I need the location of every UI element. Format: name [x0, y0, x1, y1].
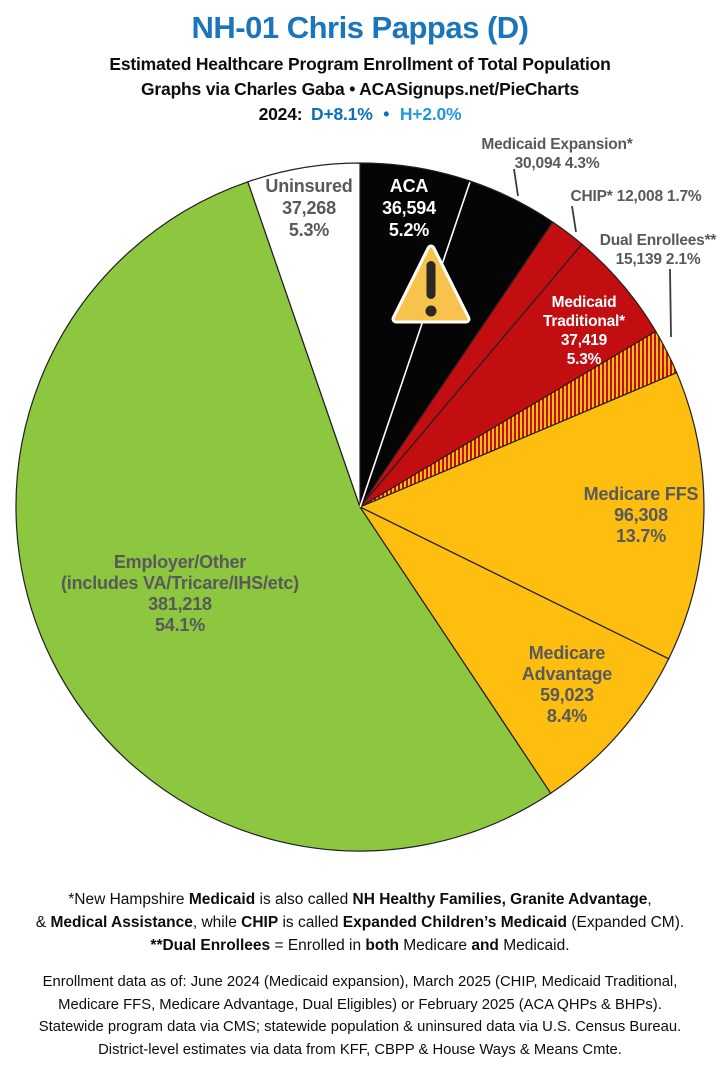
footnote-line: **Dual Enrollees = Enrolled in both Medi… [150, 937, 570, 954]
page-title: NH-01 Chris Pappas (D) [191, 10, 529, 45]
leader-line-chip [571, 205, 577, 233]
slice-label-employer-other: Employer/Other (includes VA/Tricare/IHS/e… [61, 552, 299, 635]
footnote-line: District-level estimates via data from K… [98, 1041, 622, 1058]
slice-label-medicare-ffs: Medicare FFS 96,308 13.7% [584, 484, 699, 546]
year-label: 2024: [258, 104, 303, 124]
slice-label-medicaid-expansion: Medicaid Expansion* 30,094 4.3% [481, 136, 633, 172]
slice-divider-white [359, 181, 471, 508]
slice-label-aca: ACA 36,594 5.2% [382, 176, 436, 240]
slice-label-dual-enrollees: Dual Enrollees** 15,139 2.1% [600, 232, 718, 268]
warning-icon [391, 244, 471, 324]
partisan-lean-line: 2024: D+8.1% • H+2.0% [0, 102, 720, 127]
leader-line-dual-enrollees [669, 268, 672, 338]
credit-line: Graphs via Charles Gaba • ACASignups.net… [141, 79, 579, 99]
slice-label-medicare-advantage: Medicare Advantage 59,023 8.4% [522, 643, 612, 726]
leader-line-medicaid-expansion [513, 168, 519, 197]
footnote-line: *New Hampshire Medicaid is also called N… [68, 891, 652, 908]
footnote-line: Medicare FFS, Medicare Advantage, Dual E… [58, 996, 662, 1013]
footnote-definitions: *New Hampshire Medicaid is also called N… [0, 888, 720, 957]
slice-uninsured [247, 162, 361, 508]
slice-label-uninsured: Uninsured 37,268 5.3% [265, 176, 352, 240]
footnote-sources: Enrollment data as of: June 2024 (Medica… [0, 971, 720, 1061]
header: NH-01 Chris Pappas (D) Estimated Healthc… [0, 0, 720, 127]
pie-chart: ACA 36,594 5.2% Medicaid Expansion* 30,094 4… [15, 136, 718, 852]
footnote-line: & Medical Assistance, while CHIP is call… [35, 914, 685, 931]
bullet-separator: • [383, 104, 390, 124]
h-margin-value: H+2.0% [399, 104, 462, 124]
footnote-line: Statewide program data via CMS; statewid… [38, 1019, 682, 1035]
slice-label-chip: CHIP* 12,008 1.7% [570, 188, 701, 205]
slice-medicare-advantage [359, 506, 670, 794]
d-margin-value: D+8.1% [311, 104, 373, 124]
footnote-line: Enrollment data as of: June 2024 (Medica… [42, 974, 678, 990]
subtitle-enrollment: Estimated Healthcare Program Enrollment … [109, 54, 611, 74]
slice-medicare-ffs [359, 372, 705, 660]
slice-employer-other [15, 181, 552, 852]
slice-label-medicaid-traditional: Medicaid Traditional* 37,419 5.3% [543, 294, 626, 368]
